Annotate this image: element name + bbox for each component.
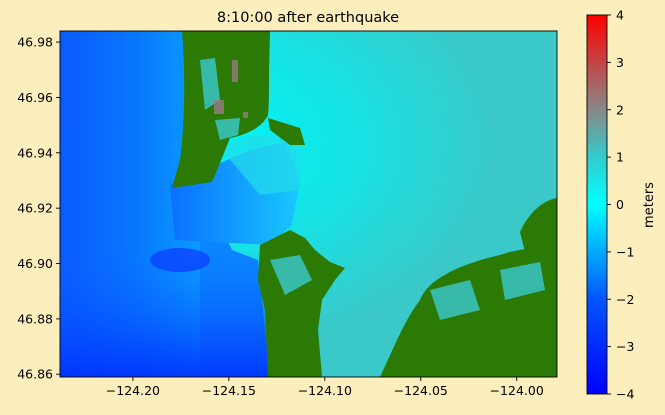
y-tick-label: 46.92	[17, 201, 53, 216]
y-tick-label: 46.96	[17, 90, 53, 105]
colorbar-axis: −4 −3 −2 −1 0 1 2 3 4	[607, 8, 634, 402]
x-tick-label: −124.05	[394, 383, 448, 398]
southeast-inland	[450, 320, 557, 377]
high-water-mark-3	[243, 112, 248, 118]
y-axis: 46.86 46.88 46.90 46.92 46.94 46.96 46.98	[17, 35, 60, 382]
colorbar	[586, 14, 608, 395]
y-tick-label: 46.94	[17, 145, 53, 160]
colorbar-tick-label: −2	[616, 292, 634, 307]
north-shore-strip	[268, 118, 305, 145]
flat-southeast-1	[430, 280, 480, 320]
colorbar-label: meters	[642, 182, 657, 228]
x-tick-label: −124.20	[106, 383, 160, 398]
high-water-marks	[214, 60, 248, 118]
colorbar-tick-label: −4	[616, 387, 634, 402]
plot-frame	[59, 30, 558, 378]
colorbar-tick-label: 2	[616, 102, 624, 117]
low-water-patch	[150, 248, 210, 272]
x-tick-label: −124.15	[202, 383, 256, 398]
heatmap-field	[60, 31, 557, 377]
tidal-flats	[200, 58, 545, 320]
north-spit-tip	[248, 31, 270, 118]
x-tick-label: −124.10	[298, 383, 352, 398]
y-tick-label: 46.88	[17, 311, 53, 326]
x-axis: −124.20 −124.15 −124.10 −124.05 −124.00	[106, 377, 544, 398]
bay-channel-field	[222, 135, 300, 195]
high-water-mark-1	[214, 100, 224, 114]
colorbar-tick-label: 0	[616, 197, 624, 212]
y-tick-label: 46.90	[17, 256, 53, 271]
y-tick-label: 46.86	[17, 367, 53, 382]
chart-title: 8:10:00 after earthquake	[217, 10, 399, 26]
colorbar-tick-label: −1	[616, 244, 634, 259]
colorbar-tick-label: 4	[616, 8, 624, 23]
flat-south-1	[270, 255, 312, 295]
y-tick-label: 46.98	[17, 35, 53, 50]
high-water-mark-2	[232, 60, 238, 82]
east-headland	[520, 198, 557, 252]
colorbar-tick-label: −3	[616, 339, 634, 354]
colorbar-tick-label: 1	[616, 150, 624, 165]
flat-north-1	[200, 58, 220, 110]
x-tick-label: −124.00	[490, 383, 544, 398]
flat-north-2	[215, 118, 240, 140]
flat-southeast-2	[500, 262, 545, 300]
colorbar-tick-label: 3	[616, 55, 624, 70]
